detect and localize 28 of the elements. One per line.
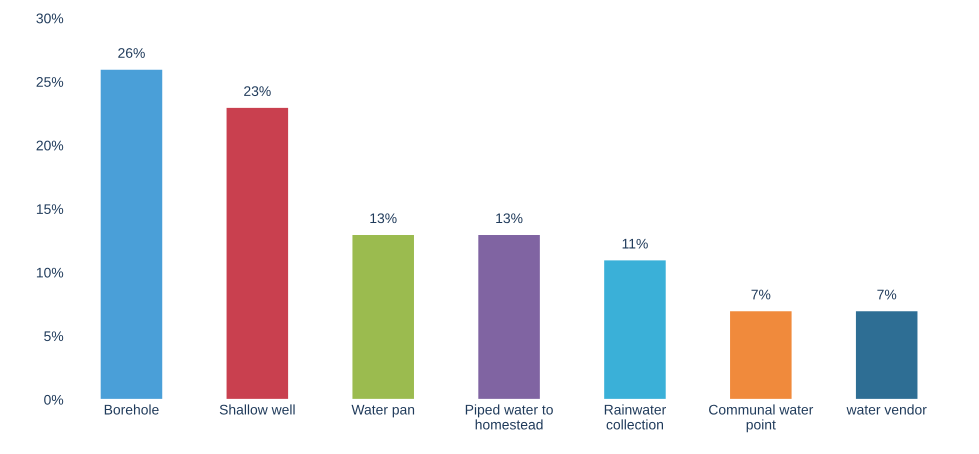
x-tick-label: Rainwater collection	[604, 404, 666, 430]
bar	[225, 106, 290, 400]
y-tick-label: 5%	[44, 331, 64, 342]
y-tick-label: 20%	[36, 140, 64, 150]
bar	[602, 258, 668, 400]
y-tick-label: 30%	[36, 13, 64, 24]
data-label: 7%	[877, 290, 896, 300]
bar	[351, 234, 416, 400]
x-tick-label: Piped water to homestead	[466, 404, 553, 430]
data-label: 13%	[496, 213, 522, 224]
y-tick-label: 25%	[36, 77, 64, 87]
bar	[99, 68, 164, 400]
x-tick-label: Water pan	[351, 404, 414, 418]
data-label: 11%	[622, 238, 648, 249]
bar	[476, 234, 542, 400]
x-tick-label: Borehole	[104, 404, 159, 415]
bar	[854, 310, 919, 400]
data-label: 13%	[370, 213, 397, 224]
data-label: 7%	[752, 290, 770, 300]
y-tick-label: 15%	[36, 204, 64, 214]
y-tick-label: 10%	[36, 268, 64, 278]
data-label: 26%	[118, 48, 145, 58]
bar	[728, 310, 793, 400]
x-tick-label: Shallow well	[220, 404, 295, 415]
y-tick-label: 0%	[44, 394, 64, 405]
data-label: 23%	[244, 86, 271, 96]
x-tick-label: water vendor	[846, 404, 927, 415]
x-tick-label: Communal water point	[709, 404, 814, 432]
